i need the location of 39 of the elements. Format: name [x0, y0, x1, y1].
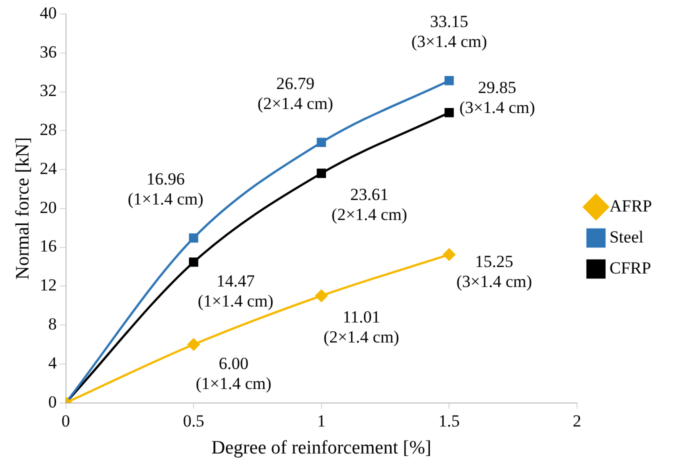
data-label: 6.00 (1×1.4 cm) — [196, 354, 272, 393]
y-tick-label: 24 — [40, 158, 58, 178]
point — [187, 338, 200, 351]
y-tick-label: 16 — [40, 236, 57, 256]
point — [188, 233, 198, 243]
point — [443, 248, 456, 261]
point — [444, 108, 454, 118]
y-tick-label: 12 — [40, 276, 57, 295]
point — [316, 138, 326, 148]
x-tick-label: 1.5 — [438, 411, 460, 430]
y-axis-title: Normal force [kN] — [12, 137, 34, 280]
y-tick-label: 40 — [40, 3, 57, 22]
y-tick-label: 8 — [48, 314, 57, 334]
y-tick-label: 4 — [48, 353, 58, 372]
point — [188, 258, 198, 267]
point — [315, 290, 328, 302]
legend-label: Steel — [609, 227, 644, 246]
data-label: 16.96 (1×1.4 cm) — [128, 169, 204, 208]
data-label: 26.79 (2×1.4 cm) — [258, 74, 334, 113]
x-tick-label: 0.5 — [182, 411, 204, 430]
data-label: 23.61 (2×1.4 cm) — [332, 184, 408, 224]
y-tick-label: 36 — [40, 42, 57, 62]
data-label: 11.01 (2×1.4 cm) — [324, 307, 400, 346]
x-tick-label: 1 — [317, 411, 326, 430]
x-tick-label: 2 — [572, 411, 582, 430]
x-axis-title: Degree of reinforcement [%] — [211, 438, 432, 459]
y-tick-label: 32 — [40, 81, 57, 100]
data-label: 15.25 (3×1.4 cm) — [456, 252, 532, 292]
point — [444, 76, 454, 86]
data-label: 14.47 (1×1.4 cm) — [198, 272, 274, 311]
x-tick-label: 0 — [62, 411, 70, 430]
legend-label: CFRP — [609, 258, 652, 278]
y-tick-label: 20 — [40, 198, 57, 217]
legend-label: AFRP — [609, 196, 652, 216]
data-label: 29.85 (3×1.4 cm) — [459, 78, 536, 118]
y-tick-label: 28 — [40, 120, 57, 140]
data-label: 33.15 (3×1.4 cm) — [411, 12, 488, 52]
point — [316, 168, 326, 178]
y-tick-label: 0 — [48, 392, 57, 412]
